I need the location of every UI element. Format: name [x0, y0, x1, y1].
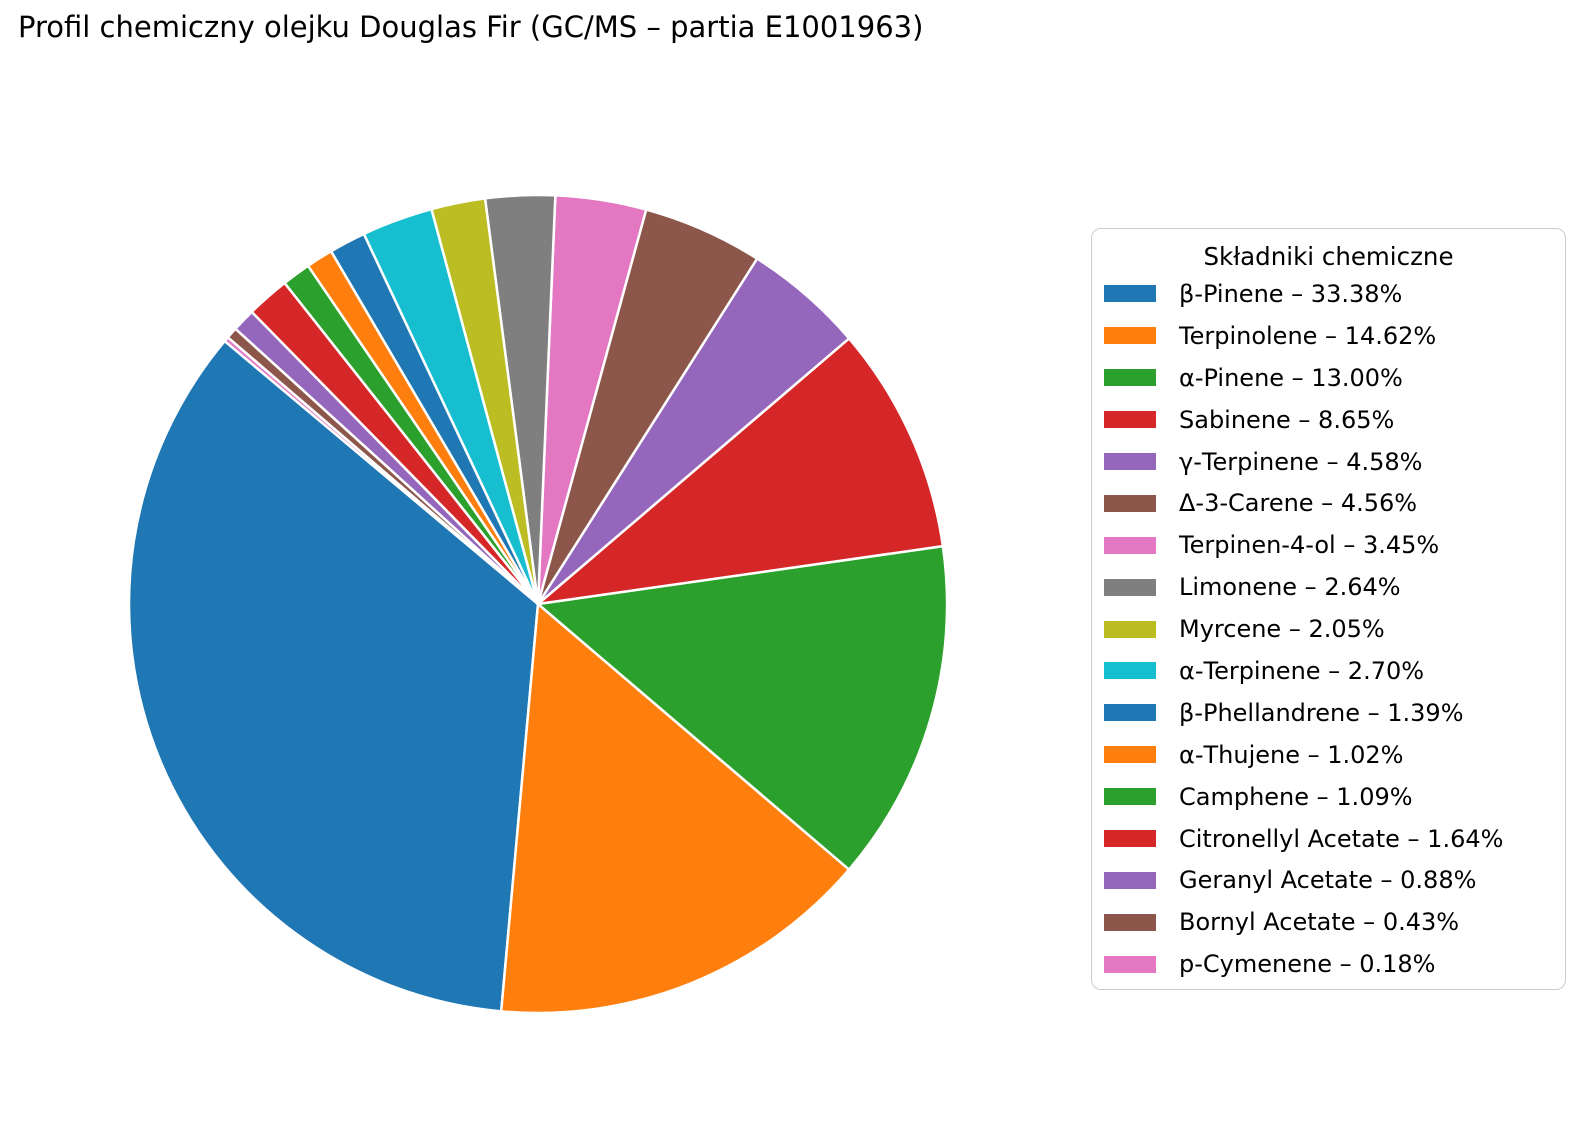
legend-item-label: α-Terpinene – 2.70% — [1179, 656, 1425, 685]
legend-item-label: Camphene – 1.09% — [1179, 782, 1413, 811]
legend-item: Limonene – 2.64% — [1092, 566, 1565, 608]
legend-item-label: Sabinene – 8.65% — [1179, 405, 1395, 434]
legend-item: Terpinolene – 14.62% — [1092, 315, 1565, 357]
legend-color-swatch — [1104, 620, 1156, 638]
legend-item-label: Δ-3-Carene – 4.56% — [1179, 489, 1418, 518]
legend-item-label: β-Pinene – 33.38% — [1179, 279, 1403, 308]
legend-color-swatch — [1104, 578, 1156, 596]
legend-item-label: Terpinolene – 14.62% — [1179, 321, 1437, 350]
pie-slice — [536, 337, 945, 606]
legend-item: Myrcene – 2.05% — [1092, 608, 1565, 650]
legend-item: α-Pinene – 13.00% — [1092, 357, 1565, 399]
legend-color-swatch — [1104, 662, 1156, 680]
legend-item: α-Thujene – 1.02% — [1092, 734, 1565, 776]
legend-color-swatch — [1104, 746, 1156, 764]
legend-color-swatch — [1104, 913, 1156, 931]
legend-color-swatch — [1104, 453, 1156, 470]
legend: Składniki chemiczne β-Pinene – 33.38% Ter… — [1091, 228, 1566, 990]
legend-item-label: α-Pinene – 13.00% — [1179, 363, 1403, 392]
legend-item-label: α-Thujene – 1.02% — [1179, 740, 1404, 769]
legend-item: β-Pinene – 33.38% — [1092, 273, 1565, 315]
legend-color-swatch — [1104, 327, 1156, 345]
legend-color-swatch — [1104, 285, 1156, 303]
chart-title: Profil chemiczny olejku Douglas Fir (GC/… — [18, 10, 924, 44]
legend-item-list: β-Pinene – 33.38% Terpinolene – 14.62% α-P… — [1092, 273, 1565, 985]
legend-item: Camphene – 1.09% — [1092, 776, 1565, 818]
pie-slice — [223, 336, 540, 606]
legend-item: α-Terpinene – 2.70% — [1092, 650, 1565, 692]
legend-color-swatch — [1104, 955, 1156, 973]
legend-color-swatch — [1104, 494, 1156, 512]
legend-color-swatch — [1104, 536, 1156, 554]
legend-item-label: Bornyl Acetate – 0.43% — [1179, 908, 1460, 937]
legend-item-label: β-Phellandrene – 1.39% — [1179, 698, 1464, 727]
legend-item: p-Cymenene – 0.18% — [1092, 943, 1565, 985]
legend-item-label: p-Cymenene – 0.18% — [1179, 950, 1436, 979]
legend-item: β-Phellandrene – 1.39% — [1092, 692, 1565, 734]
legend-item: Citronellyl Acetate – 1.64% — [1092, 818, 1565, 860]
legend-item: Δ-3-Carene – 4.56% — [1092, 482, 1565, 524]
legend-item-label: Myrcene – 2.05% — [1179, 615, 1385, 644]
legend-item-label: Limonene – 2.64% — [1179, 573, 1401, 602]
pie-slice — [499, 602, 851, 1015]
legend-color-swatch — [1104, 871, 1156, 889]
legend-color-swatch — [1104, 788, 1156, 806]
legend-color-swatch — [1104, 704, 1156, 722]
legend-item-label: Geranyl Acetate – 0.88% — [1179, 866, 1477, 895]
legend-item: γ-Terpinene – 4.58% — [1092, 441, 1565, 483]
legend-item: Sabinene – 8.65% — [1092, 399, 1565, 441]
legend-item: Bornyl Acetate – 0.43% — [1092, 901, 1565, 943]
legend-color-swatch — [1104, 411, 1156, 429]
legend-title: Składniki chemiczne — [1203, 242, 1454, 271]
legend-color-swatch — [1104, 830, 1156, 848]
legend-item: Geranyl Acetate – 0.88% — [1092, 859, 1565, 901]
legend-item: Terpinen-4-ol – 3.45% — [1092, 524, 1565, 566]
pie-slice — [536, 544, 949, 871]
legend-item-label: γ-Terpinene – 4.58% — [1179, 447, 1423, 476]
pie-slice — [127, 339, 540, 1013]
legend-color-swatch — [1104, 369, 1156, 387]
legend-item-label: Citronellyl Acetate – 1.64% — [1179, 824, 1504, 853]
legend-item-label: Terpinen-4-ol – 3.45% — [1179, 531, 1440, 560]
